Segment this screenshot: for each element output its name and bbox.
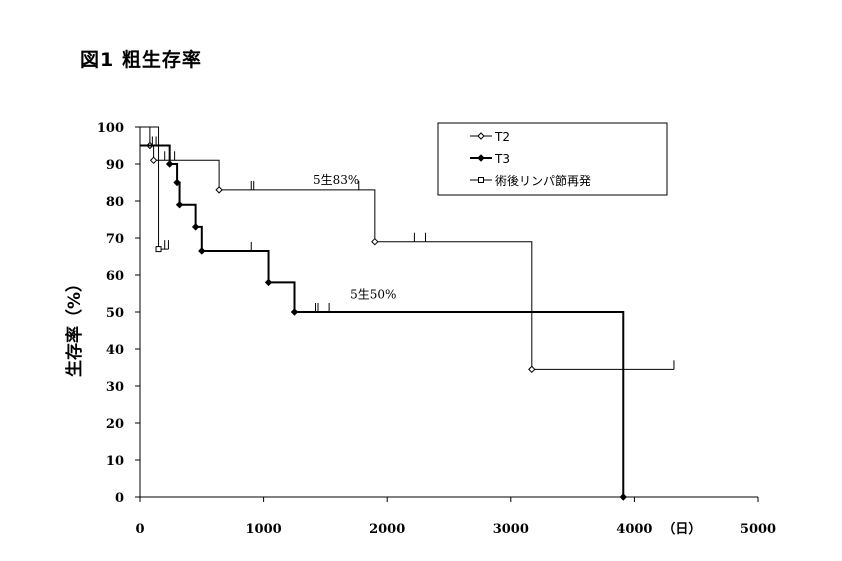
figure-title: 図1 粗生存率	[80, 49, 202, 71]
y-tick-label: 20	[106, 417, 124, 432]
x-tick-label: 0	[135, 522, 144, 537]
y-tick-label: 30	[106, 380, 124, 395]
annotation-label: 5生83%	[313, 173, 359, 187]
series-marker	[264, 278, 273, 287]
series-marker	[528, 365, 536, 374]
y-tick-label: 90	[106, 158, 124, 173]
series-line	[140, 144, 625, 497]
series-marker	[477, 132, 485, 140]
y-tick-label: 60	[106, 269, 124, 284]
x-tick-label: 4000	[616, 522, 652, 537]
y-axis-label: 生存率（%）	[64, 275, 85, 377]
series-marker	[371, 237, 379, 246]
annotation-layer: 5生83% 5生50%	[313, 173, 396, 302]
series-marker	[619, 493, 627, 501]
series-marker	[175, 200, 184, 209]
series-3	[140, 126, 169, 253]
x-unit-label: （日）	[662, 521, 701, 537]
chart-legend: T2 T3 術後リンパ節再発	[437, 122, 668, 196]
y-tick-label: 40	[106, 343, 124, 358]
series-marker	[478, 177, 484, 183]
x-tick-label: 1000	[246, 522, 282, 537]
x-tick-label: 2000	[369, 522, 405, 537]
annotation-label: 5生50%	[350, 288, 396, 302]
y-tick-label: 0	[115, 491, 124, 506]
series-marker	[149, 156, 158, 165]
series-marker	[173, 178, 181, 187]
series-marker	[155, 246, 162, 253]
series-marker	[198, 247, 206, 255]
y-tick-label: 80	[106, 195, 124, 210]
series-marker	[215, 186, 223, 194]
series-marker	[191, 223, 200, 231]
series-line	[140, 126, 169, 250]
y-tick-label: 10	[106, 454, 124, 469]
legend-label: T2	[494, 130, 510, 144]
series-marker	[290, 308, 299, 316]
y-tick-label: 70	[106, 232, 124, 247]
y-tick-label: 100	[97, 121, 124, 136]
y-tick-label: 50	[106, 306, 124, 321]
series-marker	[477, 154, 485, 162]
series-2	[140, 136, 627, 501]
legend-label: 術後リンパ節再発	[495, 173, 591, 188]
legend-label: T3	[494, 152, 510, 166]
x-tick-label: 3000	[493, 522, 529, 537]
x-tick-label: 5000	[740, 522, 776, 537]
series-layer	[140, 126, 675, 501]
series-marker	[165, 160, 174, 168]
